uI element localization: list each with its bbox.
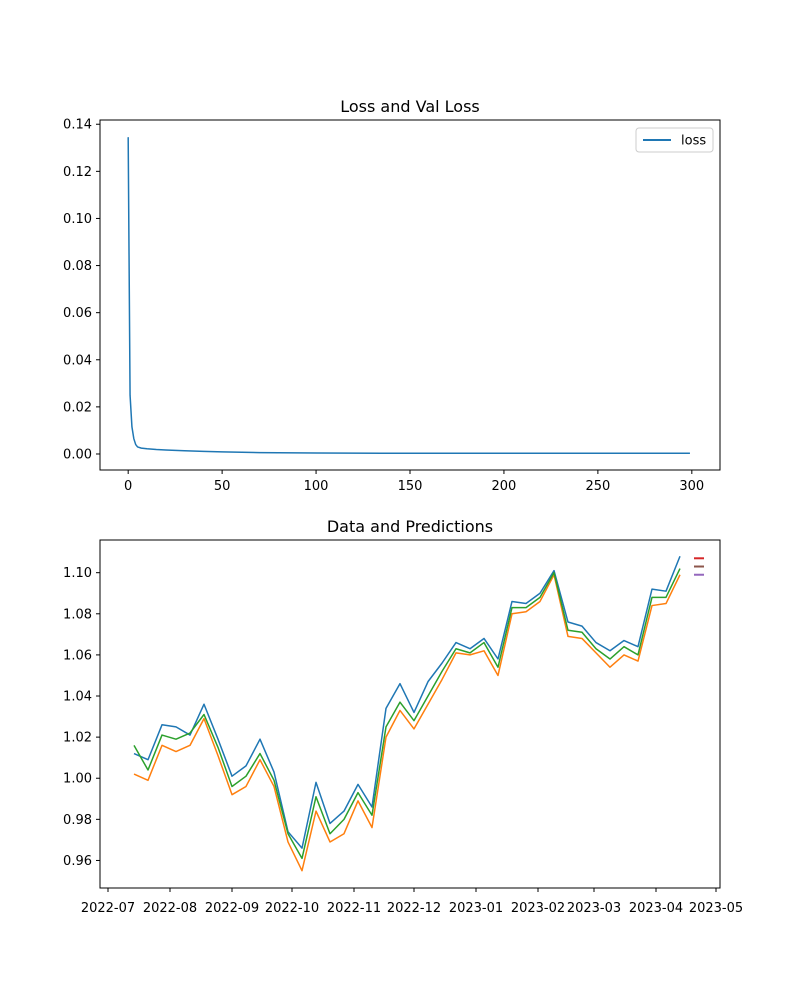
y-tick-label: 1.06 [63,648,92,663]
y-tick-label: 0.06 [63,306,92,321]
y-tick-label: 1.10 [63,566,92,581]
predictions-chart-series [133,555,681,872]
y-tick-label: 0.08 [63,259,92,274]
x-tick-label: 2023-02 [511,901,565,916]
y-tick-label: 1.08 [63,607,92,622]
x-tick-label: 300 [679,479,704,494]
y-tick-label: 0.00 [63,447,92,462]
loss-chart-x-ticks: 0 50 100 150 200 250 300 [124,470,704,494]
x-tick-label: 50 [214,479,231,494]
x-tick-label: 2023-05 [689,901,743,916]
predictions-chart-x-ticks: 2022-07 2022-08 2022-09 2022-10 2022-11 2022-… [81,888,743,916]
loss-chart-series [127,137,690,455]
x-tick-label: 0 [124,479,132,494]
x-tick-label: 2022-12 [387,901,441,916]
legend-label-loss: loss [681,134,706,149]
loss-chart-title: Loss and Val Loss [340,97,480,116]
y-tick-label: 0.10 [63,212,92,227]
x-tick-label: 2022-11 [327,901,381,916]
loss-chart-y-ticks: 0.00 0.02 0.04 0.06 0.08 0.10 0.12 0.14 [63,118,100,462]
x-tick-label: 2023-03 [567,901,621,916]
predictions-chart-frame [99,539,721,889]
y-tick-label: 0.12 [63,165,92,180]
y-tick-label: 0.14 [63,118,92,133]
x-tick-label: 2023-01 [449,901,503,916]
y-tick-label: 0.98 [63,813,92,828]
legend-box [635,127,714,153]
prediction-series-2 [133,568,681,860]
loss-chart: Loss and Val Loss 0 50 100 150 200 250 300 0.0… [63,97,721,494]
x-tick-label: 150 [398,479,423,494]
predictions-chart-title: Data and Predictions [327,517,493,536]
y-tick-label: 1.00 [63,772,92,787]
y-tick-label: 1.02 [63,731,92,746]
loss-chart-legend: loss [635,127,714,153]
x-tick-label: 100 [304,479,329,494]
predictions-chart-y-ticks: 0.96 0.98 1.00 1.02 1.04 1.06 1.08 1.10 [63,566,100,869]
x-tick-label: 2022-09 [205,901,259,916]
series-line-loss [127,137,690,455]
predictions-chart-markers [694,557,704,576]
x-tick-label: 200 [492,479,517,494]
predictions-chart: Data and Predictions 2022-07 2022-08 2022-… [63,517,743,916]
y-tick-label: 1.04 [63,690,92,705]
y-tick-label: 0.96 [63,854,92,869]
loss-chart-frame [99,119,721,471]
x-tick-label: 250 [585,479,610,494]
prediction-series-0 [133,555,681,849]
y-tick-label: 0.02 [63,400,92,415]
x-tick-label: 2022-08 [143,901,197,916]
y-tick-label: 0.04 [63,353,92,368]
x-tick-label: 2022-10 [265,901,319,916]
x-tick-label: 2022-07 [81,901,135,916]
prediction-series-1 [133,573,681,872]
x-tick-label: 2023-04 [629,901,683,916]
